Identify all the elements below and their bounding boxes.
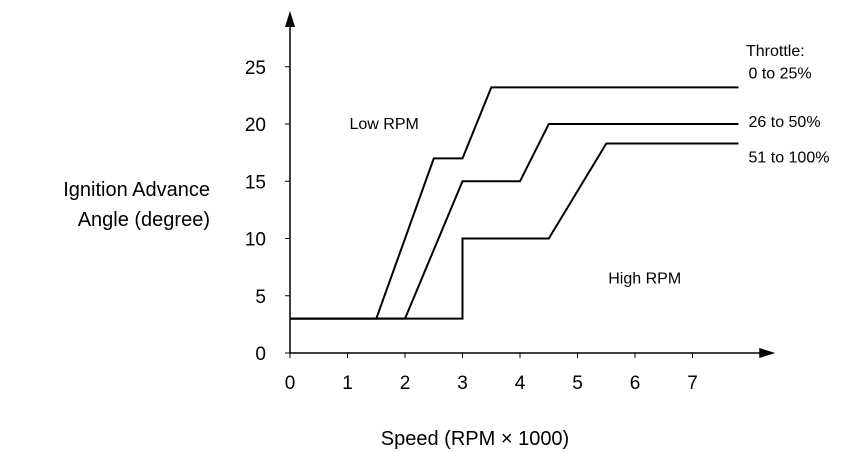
series-group: 0 to 25% 26 to 50% 51 to 100% <box>290 65 830 320</box>
series-line-3 <box>290 142 739 320</box>
y-tick-label: 20 <box>245 115 266 136</box>
annotation-1: Low RPM <box>350 116 419 133</box>
y-tick-label: 5 <box>255 287 266 308</box>
y-tick-label: 25 <box>245 58 266 79</box>
x-axis-label: Speed (RPM × 1000) <box>381 428 569 450</box>
y-axis-label-line-2: Angle (degree) <box>78 209 210 231</box>
y-tick-label: 15 <box>245 172 266 193</box>
x-tick-label: 1 <box>342 373 353 394</box>
label-group: Speed (RPM × 1000) Ignition Advance Angl… <box>63 43 804 450</box>
annotation-2: High RPM <box>608 271 681 288</box>
y-axis-arrow <box>285 10 295 27</box>
y-tick-label: 0 <box>255 344 266 365</box>
x-tick-label: 6 <box>630 373 641 394</box>
x-tick-label: 2 <box>400 373 411 394</box>
x-axis-arrow <box>759 348 776 358</box>
x-tick-label: 5 <box>572 373 583 394</box>
y-tick-label: 10 <box>245 230 266 251</box>
series-label-1: 0 to 25% <box>749 65 812 82</box>
series-label-2: 26 to 50% <box>749 114 821 131</box>
axes <box>285 10 776 358</box>
series-line-2 <box>290 123 739 320</box>
series-label-3: 51 to 100% <box>749 149 830 166</box>
y-axis-label-line-1: Ignition Advance <box>63 179 210 201</box>
x-tick-label: 7 <box>687 373 698 394</box>
x-tick-label: 4 <box>515 373 526 394</box>
tick-group: 0 1 2 3 4 5 6 7 0 5 10 15 20 25 <box>245 58 698 394</box>
legend-title: Throttle: <box>746 43 805 60</box>
x-tick-label: 0 <box>285 373 296 394</box>
x-tick-label: 3 <box>457 373 468 394</box>
